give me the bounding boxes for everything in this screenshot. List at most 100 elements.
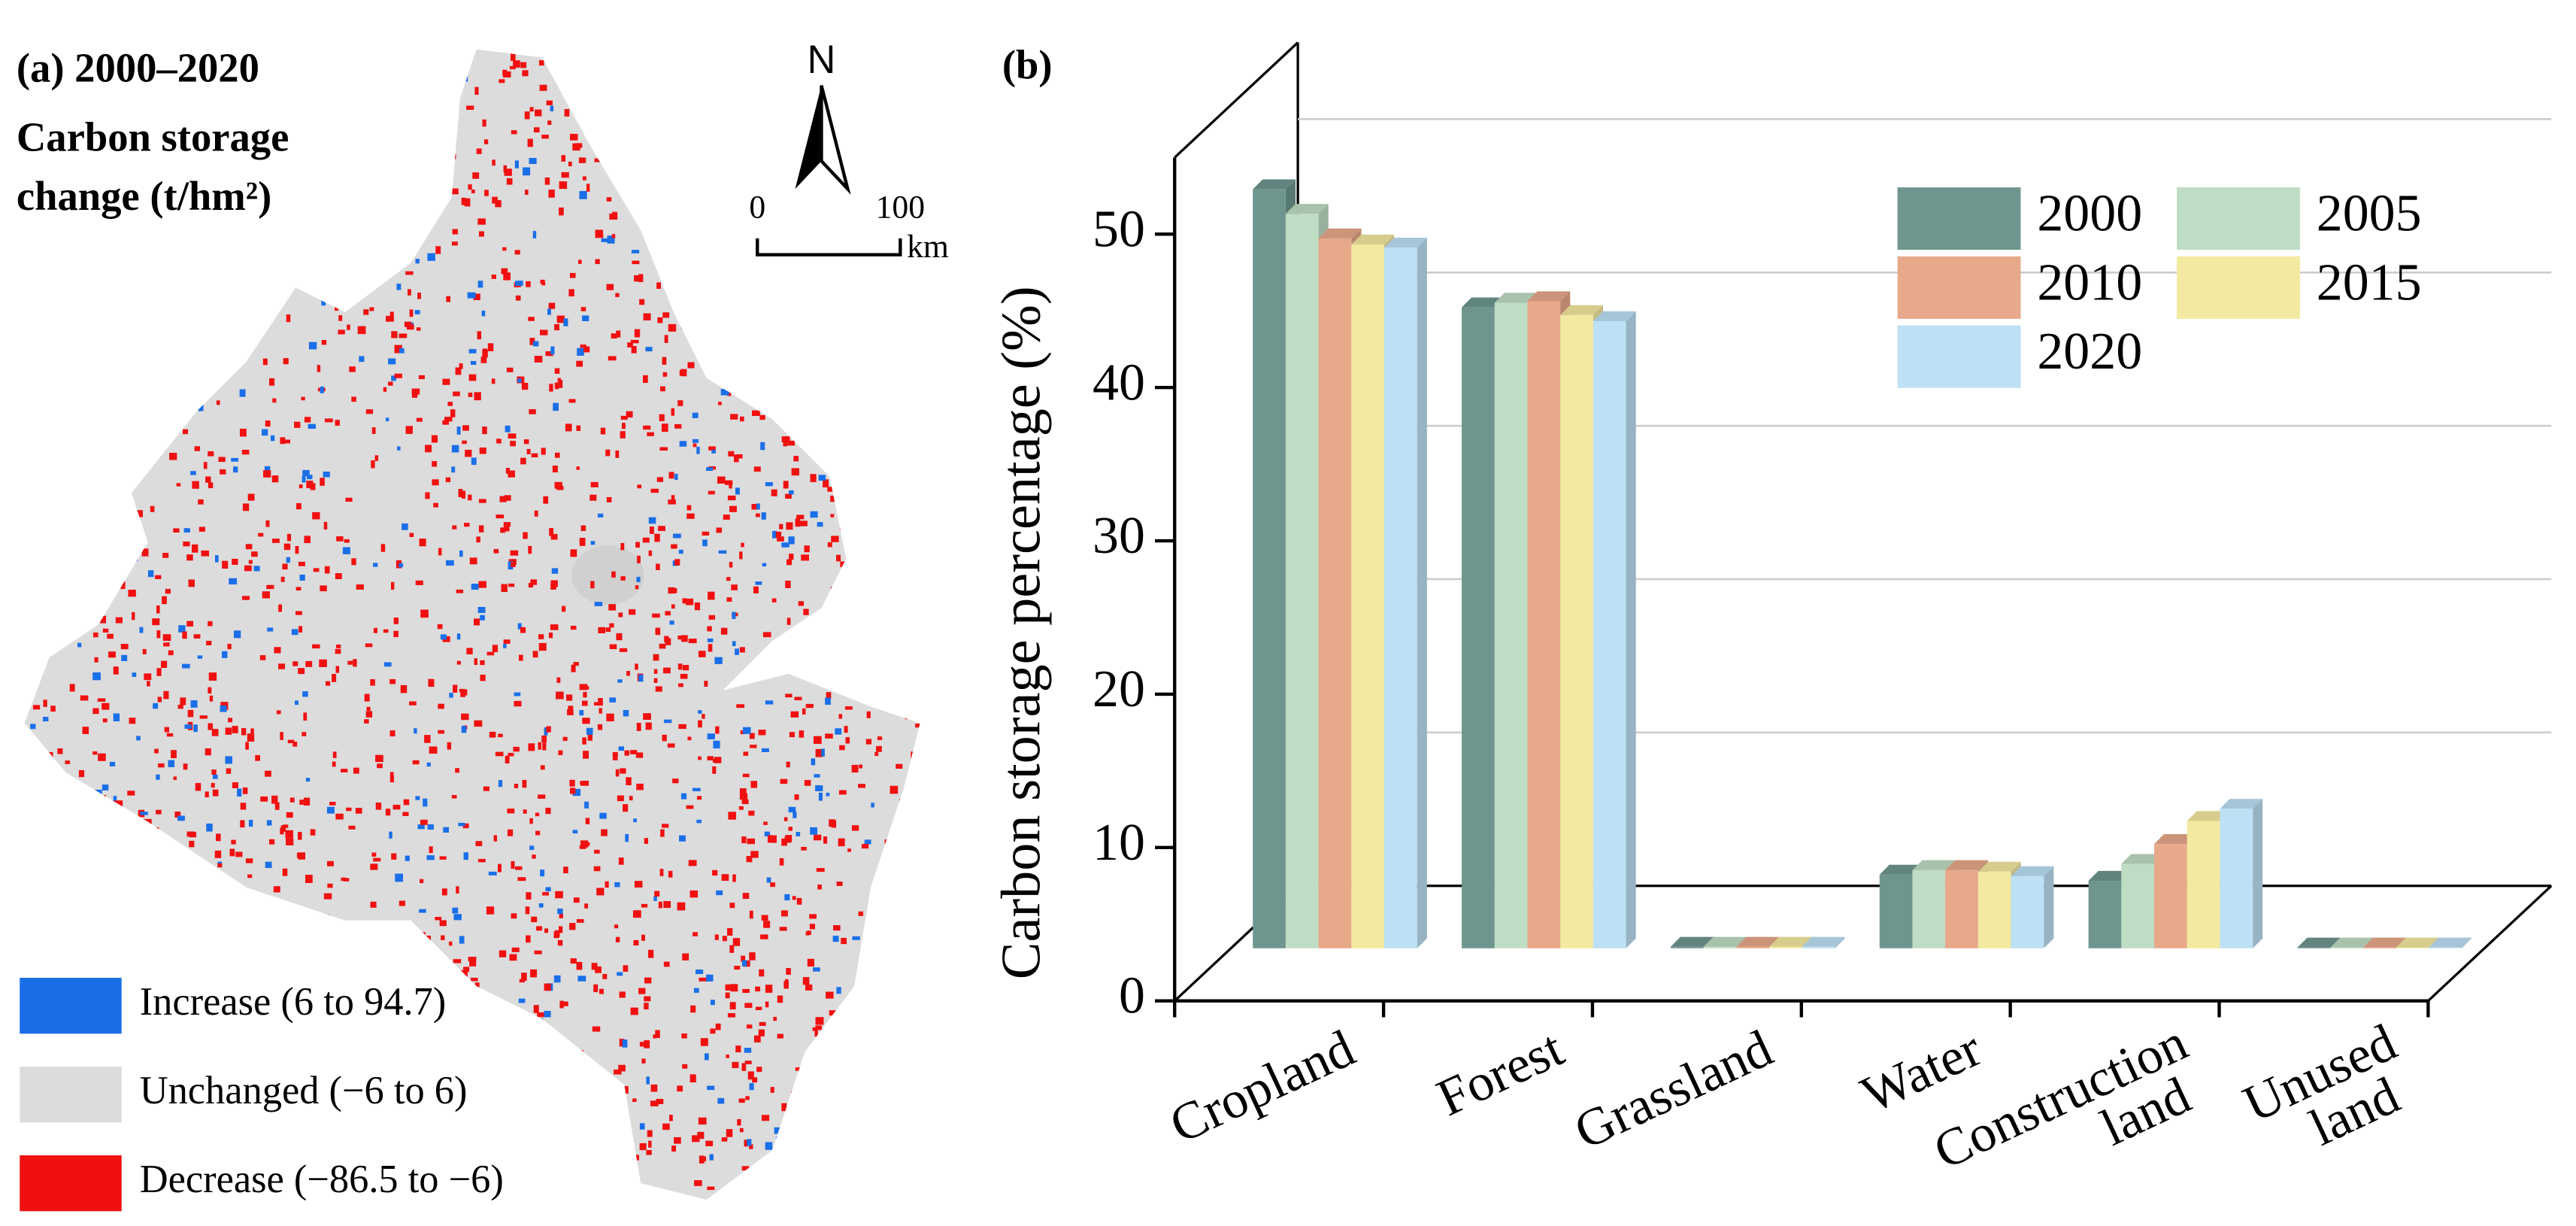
map-pixel bbox=[389, 311, 394, 317]
map-legend-swatch bbox=[20, 1067, 122, 1123]
map-pixel bbox=[788, 806, 796, 813]
map-pixel bbox=[802, 1100, 809, 1109]
map-pixel bbox=[373, 62, 379, 67]
map-pixel bbox=[423, 798, 428, 807]
map-pixel bbox=[94, 556, 102, 560]
map-pixel bbox=[68, 330, 76, 335]
map-pixel bbox=[500, 527, 506, 533]
map-pixel bbox=[576, 918, 584, 923]
map-pixel bbox=[409, 137, 413, 146]
map-pixel bbox=[827, 542, 832, 548]
map-pixel bbox=[463, 967, 470, 973]
map-pixel bbox=[520, 62, 527, 68]
map-pixel bbox=[917, 993, 920, 997]
map-pixel bbox=[428, 678, 435, 687]
map-pixel bbox=[641, 934, 645, 941]
map-pixel bbox=[637, 1186, 643, 1192]
map-pixel bbox=[728, 812, 736, 820]
map-pixel bbox=[746, 1024, 753, 1029]
map-pixel bbox=[26, 733, 34, 742]
map-pixel bbox=[503, 639, 511, 644]
map-pixel bbox=[736, 367, 743, 376]
map-pixel bbox=[821, 748, 825, 757]
map-pixel bbox=[818, 792, 823, 801]
map-pixel bbox=[903, 944, 909, 952]
map-pixel bbox=[656, 1098, 664, 1104]
bar bbox=[1977, 871, 2011, 948]
map-pixel bbox=[184, 724, 192, 729]
map-pixel bbox=[283, 543, 291, 551]
map-pixel bbox=[154, 827, 159, 834]
map-pixel bbox=[505, 755, 510, 764]
bar-top bbox=[2396, 937, 2439, 948]
map-pixel bbox=[141, 93, 150, 102]
map-pixel bbox=[810, 474, 817, 482]
map-pixel bbox=[79, 1138, 84, 1147]
map-pixel bbox=[723, 302, 729, 308]
map-pixel bbox=[736, 704, 745, 709]
map-pixel bbox=[132, 826, 138, 833]
map-pixel bbox=[667, 168, 675, 173]
map-pixel bbox=[77, 642, 82, 648]
map-pixel bbox=[659, 447, 668, 451]
legend-swatch bbox=[1897, 256, 2021, 319]
map-pixel bbox=[593, 984, 599, 993]
map-pixel bbox=[109, 383, 117, 390]
map-pixel bbox=[102, 784, 109, 791]
map-pixel bbox=[631, 250, 640, 253]
map-pixel bbox=[332, 673, 337, 682]
map-pixel bbox=[899, 1003, 903, 1008]
map-pixel bbox=[480, 357, 487, 363]
map-pixel bbox=[680, 673, 688, 679]
map-pixel bbox=[333, 247, 339, 255]
map-pixel bbox=[198, 499, 204, 505]
map-pixel bbox=[614, 1094, 620, 1098]
map-pixel bbox=[781, 1103, 787, 1112]
map-pixel bbox=[533, 127, 540, 133]
map-pixel bbox=[415, 796, 420, 800]
bar bbox=[1253, 189, 1286, 948]
map-pixel bbox=[662, 734, 667, 742]
map-pixel bbox=[620, 108, 627, 113]
map-pixel bbox=[446, 296, 451, 302]
map-pixel bbox=[739, 1127, 744, 1133]
map-pixel bbox=[582, 315, 589, 322]
map-pixel bbox=[793, 396, 799, 405]
map-pixel bbox=[562, 736, 568, 742]
map-pixel bbox=[847, 75, 855, 83]
map-pixel bbox=[586, 53, 595, 59]
map-pixel bbox=[322, 287, 329, 290]
map-pixel bbox=[324, 566, 330, 574]
map-pixel bbox=[364, 693, 370, 702]
map-pixel bbox=[341, 948, 348, 956]
map-pixel bbox=[645, 722, 652, 730]
map-pixel bbox=[503, 524, 510, 532]
map-pixel bbox=[627, 342, 633, 347]
map-pixel bbox=[531, 916, 538, 923]
map-pixel bbox=[631, 346, 637, 354]
map-pixel bbox=[371, 1130, 377, 1136]
map-pixel bbox=[416, 417, 423, 422]
map-pixel bbox=[518, 998, 526, 1003]
map-pixel bbox=[659, 414, 665, 422]
map-pixel bbox=[316, 267, 322, 272]
map-pixel bbox=[222, 1133, 228, 1137]
map-pixel bbox=[287, 739, 295, 744]
map-pixel bbox=[539, 329, 548, 335]
map-pixel bbox=[770, 835, 777, 843]
map-pixel bbox=[576, 1160, 585, 1165]
map-pixel bbox=[197, 655, 203, 659]
map-pixel bbox=[467, 1120, 474, 1127]
map-pixel bbox=[241, 303, 247, 309]
map-pixel bbox=[893, 86, 900, 93]
map-pixel bbox=[777, 536, 784, 542]
map-pixel bbox=[156, 668, 162, 676]
map-pixel bbox=[332, 761, 336, 767]
map-pixel bbox=[417, 932, 426, 939]
map-pixel bbox=[851, 191, 858, 196]
map-pixel bbox=[643, 425, 651, 430]
map-pixel bbox=[508, 583, 515, 587]
map-pixel bbox=[702, 539, 708, 547]
map-pixel bbox=[728, 451, 735, 457]
map-pixel bbox=[141, 377, 147, 385]
